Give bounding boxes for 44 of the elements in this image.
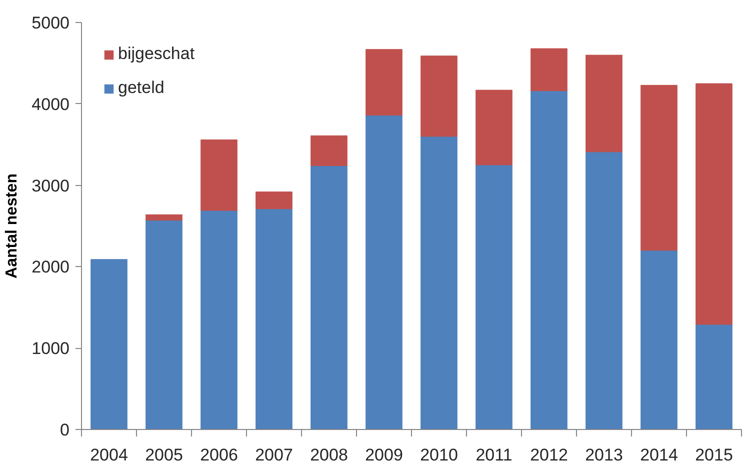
x-tick-label: 2015: [695, 446, 733, 463]
y-tick-label: 1000: [32, 339, 70, 358]
bar: [366, 49, 402, 116]
x-tick-label: 2006: [200, 446, 238, 463]
bar: [256, 208, 292, 430]
x-tick-label: 2007: [255, 446, 293, 463]
bar: [310, 135, 348, 166]
x-tick-label: 2014: [640, 446, 678, 463]
bar: [200, 139, 238, 211]
x-tick-label: 2010: [420, 446, 458, 463]
bar: [90, 259, 128, 430]
bar: [696, 324, 732, 430]
bar: [476, 164, 512, 430]
bar: [476, 90, 512, 166]
bar: [530, 48, 568, 92]
y-tick-label: 3000: [32, 176, 70, 196]
x-tick-label: 2011: [476, 446, 512, 463]
y-tick-label: 2000: [32, 258, 70, 277]
bar: [420, 56, 458, 137]
y-tick-label: 4000: [32, 94, 70, 114]
x-tick-label: 2004: [90, 446, 128, 463]
bar: [420, 136, 458, 430]
legend-label: geteld: [118, 78, 164, 98]
x-tick-label: 2008: [310, 446, 348, 463]
bar: [366, 115, 402, 430]
bar: [586, 152, 622, 430]
bar: [640, 250, 678, 430]
bar: [696, 83, 732, 325]
bar: [200, 210, 238, 430]
bar: [640, 84, 678, 251]
bar: [310, 166, 348, 430]
bar: [256, 192, 292, 210]
y-tick-label: 0: [60, 420, 70, 440]
bar: [146, 220, 182, 430]
y-axis-title: Aantal nesten: [4, 174, 21, 278]
x-tick-label: 2005: [145, 446, 183, 463]
x-tick-label: 2009: [365, 446, 403, 463]
bar: [530, 90, 568, 430]
y-tick-label: 5000: [32, 14, 70, 32]
legend-label: bijgeschat: [118, 44, 195, 64]
bar: [586, 54, 622, 152]
x-tick-label: 2013: [585, 446, 623, 463]
bar: [146, 214, 182, 221]
x-tick-label: 2012: [530, 446, 568, 463]
